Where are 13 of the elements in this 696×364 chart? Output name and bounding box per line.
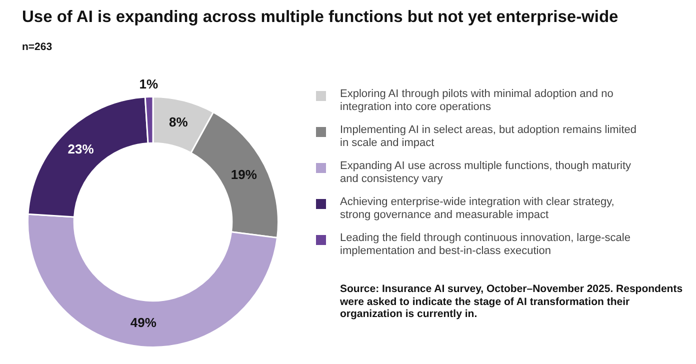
source-note: Source: Insurance AI survey, October–November 2025. Respondents were asked to indicate the stage of AI transformation their organization is currently in. xyxy=(340,283,684,320)
legend-label: Implementing AI in select areas, but adoption remains limited in scale and impact xyxy=(340,124,638,150)
legend-label: Leading the field through continuous innovation, large-scale implementation and best-in-class execution xyxy=(340,232,632,258)
data-label: 1% xyxy=(139,76,159,92)
data-label: 19% xyxy=(230,167,258,182)
legend-label: Exploring AI through pilots with minimal adoption and no integration into core operations xyxy=(340,88,614,114)
chart-title: Use of AI is expanding across multiple functions but not yet enterprise-wide xyxy=(22,8,618,27)
legend-label: Achieving enterprise-wide integration with clear strategy, strong governance and measurable impact xyxy=(340,196,616,222)
data-label: 23% xyxy=(68,141,94,156)
data-label: 49% xyxy=(130,315,157,330)
chart-subtitle: n=263 xyxy=(22,41,52,53)
legend-label: Expanding AI use across multiple functions, though maturity and consistency vary xyxy=(340,160,632,186)
data-label: 8% xyxy=(168,114,188,130)
